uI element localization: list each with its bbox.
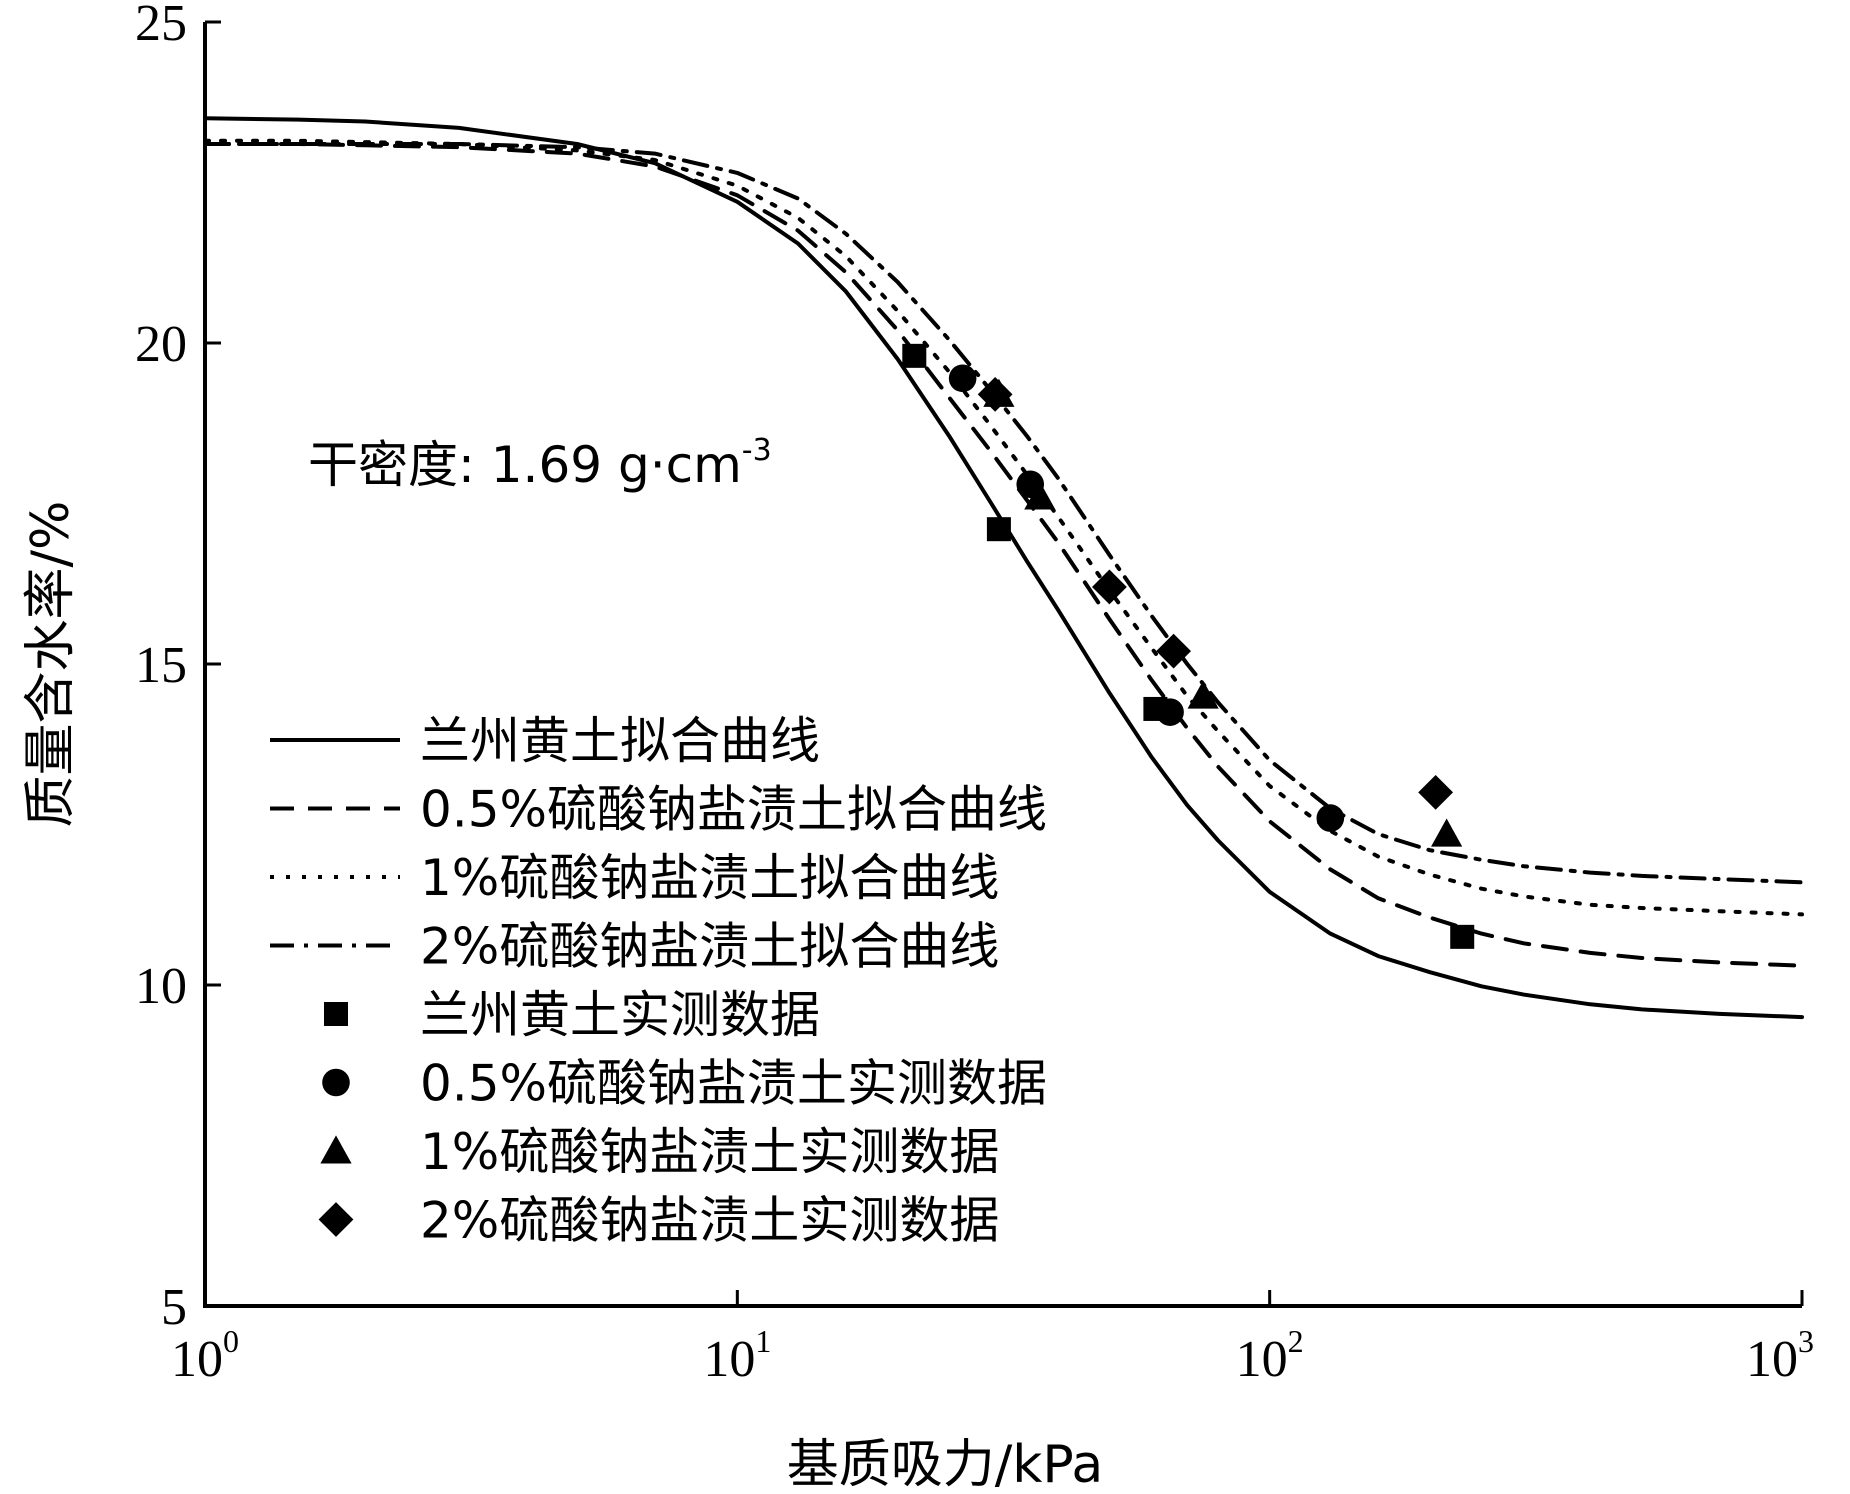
x-tick-exponent: 1 xyxy=(755,1323,771,1359)
axes xyxy=(203,22,1802,1308)
legend-label-8: 2%硫酸钠盐渍土实测数据 xyxy=(420,1192,999,1250)
x-axis-label: 基质吸力/kPa xyxy=(787,1435,1104,1494)
diamond-data-point xyxy=(977,376,1013,412)
legend-circle-icon xyxy=(322,1068,350,1097)
x-tick-base: 10 xyxy=(171,1331,223,1388)
measured-points xyxy=(902,343,1475,949)
x-tick-exponent: 0 xyxy=(223,1323,239,1359)
square-data-point xyxy=(986,517,1011,542)
circle-data-point xyxy=(1316,804,1345,832)
diamond-data-point xyxy=(1156,633,1192,669)
legend-label-2: 0.5%硫酸钠盐渍土拟合曲线 xyxy=(420,781,1047,839)
legend-diamond-icon xyxy=(318,1202,354,1237)
triangle-data-point xyxy=(1024,481,1056,510)
square-data-point xyxy=(1450,924,1475,949)
y-tick-label: 10 xyxy=(135,958,187,1015)
dry-density-text: 干密度: 1.69 g·cm xyxy=(308,436,742,494)
circle-data-point xyxy=(948,364,977,393)
y-tick-label: 5 xyxy=(161,1279,187,1336)
x-tick-label: 101 xyxy=(703,1323,771,1388)
triangle-data-point xyxy=(1187,680,1219,709)
y-tick-label: 15 xyxy=(135,637,187,694)
circle-data-point xyxy=(1156,698,1184,726)
x-tick-base: 10 xyxy=(1746,1331,1798,1388)
x-tick-exponent: 2 xyxy=(1288,1323,1304,1359)
x-tick-exponent: 3 xyxy=(1798,1323,1814,1359)
square-data-point xyxy=(902,343,927,368)
legend-label-4: 2%硫酸钠盐渍土拟合曲线 xyxy=(420,918,999,976)
x-tick-label: 103 xyxy=(1746,1323,1814,1388)
fit-curve-2 xyxy=(203,142,1804,968)
legend-label-6: 0.5%硫酸钠盐渍土实测数据 xyxy=(420,1055,1047,1113)
fit-curves xyxy=(203,116,1804,1020)
diamond-data-point xyxy=(1092,569,1127,605)
x-tick-label: 102 xyxy=(1236,1323,1304,1388)
legend-label-5: 兰州黄土实测数据 xyxy=(420,986,820,1044)
fit-curve-4 xyxy=(203,142,1804,885)
dry-density-exponent: -3 xyxy=(742,433,772,468)
fit-curve-3 xyxy=(203,138,1804,917)
legend-triangle-icon xyxy=(320,1135,352,1164)
y-tick-label: 25 xyxy=(135,0,187,52)
diamond-data-point xyxy=(1418,775,1454,810)
legend-label-7: 1%硫酸钠盐渍土实测数据 xyxy=(420,1123,999,1181)
legend-label-1: 兰州黄土拟合曲线 xyxy=(420,712,820,770)
y-tick-label: 20 xyxy=(135,316,187,373)
legend-label-3: 1%硫酸钠盐渍土拟合曲线 xyxy=(420,849,999,907)
x-tick-label: 100 xyxy=(171,1323,239,1388)
fit-curve-1 xyxy=(203,116,1804,1020)
dry-density-annotation: 干密度: 1.69 g·cm-3 xyxy=(308,433,772,494)
x-tick-base: 10 xyxy=(1236,1331,1288,1388)
triangle-data-point xyxy=(1431,818,1463,847)
legend: 兰州黄土拟合曲线 0.5%硫酸钠盐渍土拟合曲线 1%硫酸钠盐渍土拟合曲线 2%硫酸钠盐… xyxy=(270,712,1047,1250)
x-tick-base: 10 xyxy=(703,1331,755,1388)
legend-square-icon xyxy=(324,1002,348,1026)
y-axis-label: 质量含水率/% xyxy=(21,501,81,828)
